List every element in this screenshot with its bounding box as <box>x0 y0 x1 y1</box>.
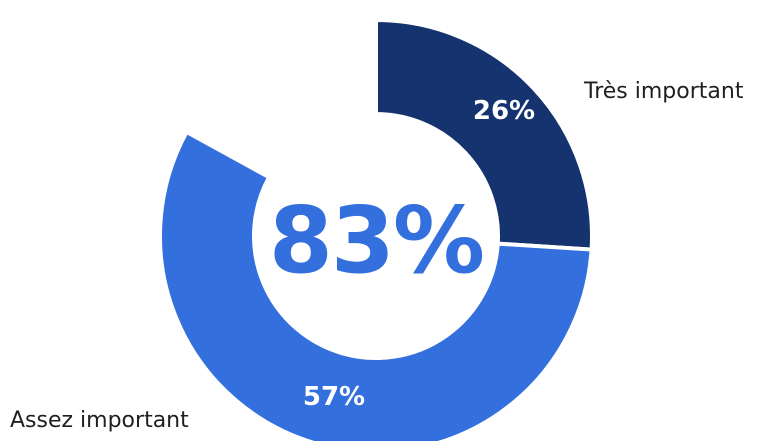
category-label-assez-important: Assez important <box>10 408 189 433</box>
slice-value-label-tres-important: 26% <box>473 96 535 126</box>
slice-tres-important <box>374 17 594 252</box>
slice-value-label-assez-important: 57% <box>303 382 365 412</box>
slices-group <box>158 17 594 441</box>
center-total-label: 83% <box>269 187 483 294</box>
category-label-tres-important: Très important <box>583 79 744 104</box>
slice-assez-important <box>158 129 594 441</box>
